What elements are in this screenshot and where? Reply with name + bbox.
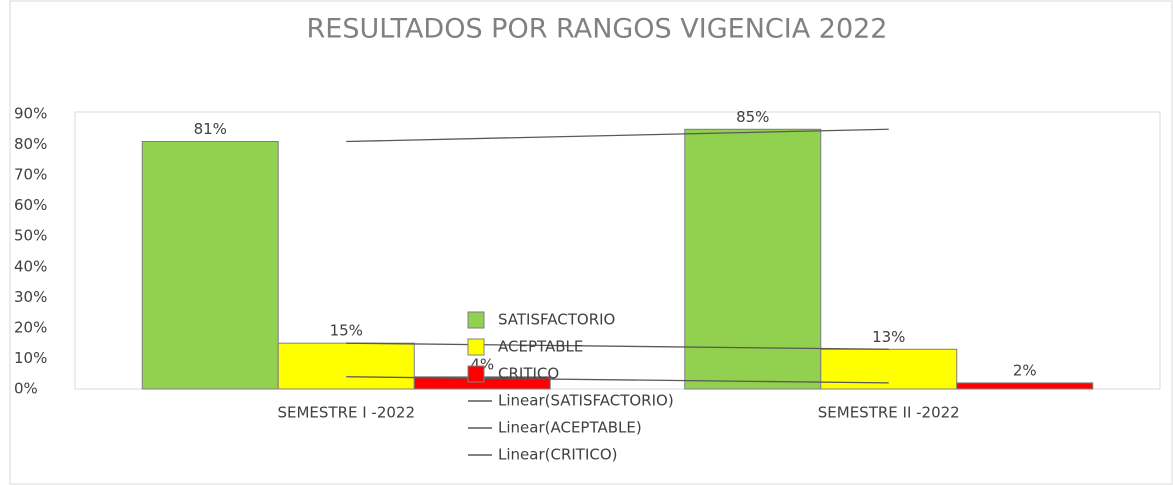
bar (820, 348, 958, 390)
bar (277, 342, 415, 390)
legend-swatch (467, 338, 485, 356)
data-label: 85% (736, 108, 769, 126)
y-tick-label: 10% (14, 349, 47, 367)
legend-label: CRITICO (498, 365, 559, 383)
legend-label: ACEPTABLE (498, 338, 583, 356)
data-label: 13% (872, 328, 905, 346)
trendline (346, 376, 889, 384)
x-tick-label: SEMESTRE I -2022 (277, 404, 415, 422)
y-tick-label: 70% (14, 166, 47, 184)
bar (141, 141, 279, 390)
y-tick-label: 50% (14, 227, 47, 245)
trendline (346, 128, 889, 143)
legend-label: Linear(ACEPTABLE) (498, 419, 642, 437)
legend-swatch (467, 365, 485, 383)
y-tick-label: 0% (14, 380, 38, 398)
chart-title: RESULTADOS POR RANGOS VIGENCIA 2022 (307, 14, 888, 45)
y-tick-label: 40% (14, 257, 47, 275)
x-tick-label: SEMESTRE II -2022 (818, 404, 960, 422)
bar (684, 128, 822, 390)
chart-border (9, 0, 1173, 485)
y-tick-label: 30% (14, 288, 47, 306)
bar (956, 382, 1094, 390)
y-tick-label: 90% (14, 105, 47, 123)
legend-label: SATISFACTORIO (498, 311, 615, 329)
data-label: 81% (194, 120, 227, 138)
legend-swatch (467, 311, 485, 329)
data-label: 2% (1013, 361, 1037, 379)
legend-label: Linear(SATISFACTORIO) (498, 392, 674, 410)
plot-area (74, 111, 1161, 390)
trendline (346, 342, 889, 350)
data-label: 15% (330, 322, 363, 340)
legend-label: Linear(CRITICO) (498, 446, 618, 464)
y-tick-label: 60% (14, 196, 47, 214)
y-tick-label: 80% (14, 135, 47, 153)
y-tick-label: 20% (14, 318, 47, 336)
